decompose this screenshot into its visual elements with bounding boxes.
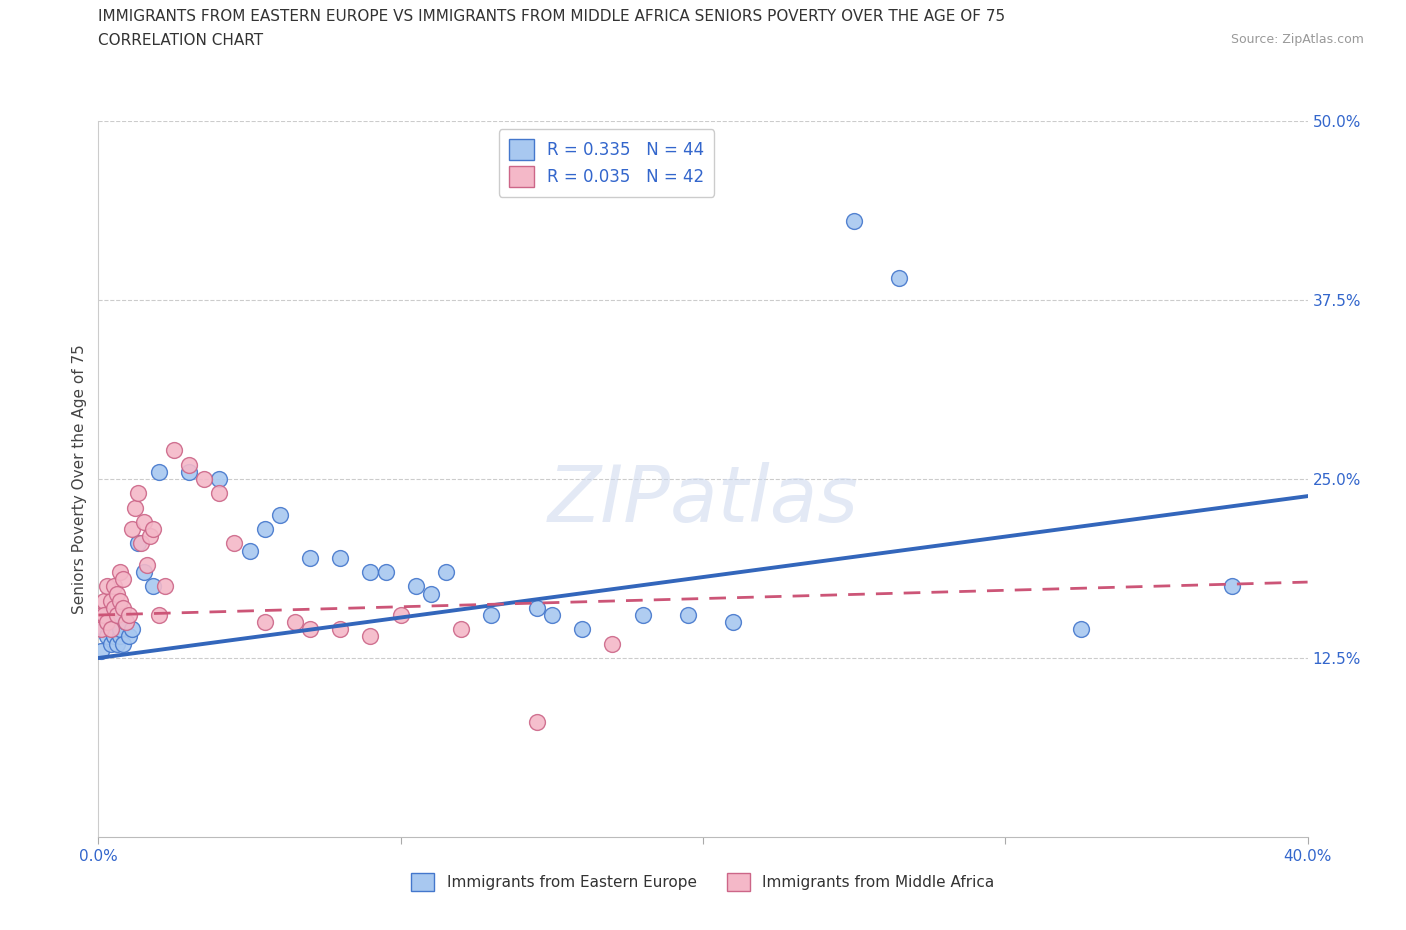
Point (253, 522, 276, 537)
Point (127, 536, 149, 551)
Point (108, 565, 131, 579)
Point (139, 529, 162, 544)
Point (374, 565, 396, 579)
Point (100, 593, 122, 608)
Point (124, 500, 146, 515)
Point (103, 578, 125, 594)
Point (142, 578, 165, 594)
Point (163, 443, 186, 458)
Point (329, 551, 352, 565)
Point (90, 644, 112, 658)
Point (100, 636, 122, 651)
Point (179, 464, 201, 479)
Point (127, 485, 149, 500)
Point (96, 578, 118, 594)
Point (96, 615, 118, 630)
Point (434, 565, 457, 579)
Point (93, 622, 115, 637)
Point (208, 472, 231, 486)
Point (299, 551, 322, 565)
Point (129, 536, 152, 551)
Point (105, 636, 128, 651)
Point (239, 543, 262, 558)
Text: Source: ZipAtlas.com: Source: ZipAtlas.com (1230, 33, 1364, 46)
Point (889, 271, 911, 286)
Point (93, 593, 115, 608)
Point (121, 622, 143, 637)
Point (602, 636, 624, 651)
Point (481, 607, 503, 622)
Point (93, 607, 115, 622)
Point (148, 464, 170, 479)
Point (103, 601, 125, 616)
Text: CORRELATION CHART: CORRELATION CHART (98, 33, 263, 47)
Point (1220, 578, 1243, 594)
Point (118, 607, 141, 622)
Point (405, 578, 427, 594)
Point (148, 607, 170, 622)
Point (103, 607, 125, 622)
Point (96, 615, 118, 630)
Point (420, 586, 443, 601)
Point (132, 514, 155, 529)
Point (105, 615, 128, 630)
Point (631, 607, 654, 622)
Point (526, 715, 548, 730)
Point (224, 536, 246, 551)
Point (389, 607, 412, 622)
Point (90, 622, 112, 637)
Text: ZIPatlas: ZIPatlas (547, 462, 859, 538)
Point (108, 629, 131, 644)
Point (571, 622, 593, 637)
Point (676, 607, 699, 622)
Point (108, 622, 131, 637)
Point (96, 629, 118, 644)
Point (90, 607, 112, 622)
Point (360, 629, 382, 644)
Point (93, 607, 115, 622)
Point (105, 586, 128, 601)
Y-axis label: Seniors Poverty Over the Age of 75: Seniors Poverty Over the Age of 75 (72, 344, 87, 614)
Point (108, 593, 131, 608)
Point (153, 578, 176, 594)
Point (269, 508, 291, 523)
Point (844, 214, 866, 229)
Point (253, 615, 276, 630)
Legend: Immigrants from Eastern Europe, Immigrants from Middle Africa: Immigrants from Eastern Europe, Immigran… (405, 867, 1001, 897)
Point (299, 622, 322, 637)
Point (135, 557, 157, 572)
Point (111, 572, 134, 587)
Point (111, 636, 134, 651)
Point (114, 615, 136, 630)
Point (284, 615, 307, 630)
Point (526, 601, 548, 616)
Text: IMMIGRANTS FROM EASTERN EUROPE VS IMMIGRANTS FROM MIDDLE AFRICA SENIORS POVERTY : IMMIGRANTS FROM EASTERN EUROPE VS IMMIGR… (98, 9, 1005, 24)
Point (121, 522, 143, 537)
Point (208, 485, 231, 500)
Point (1070, 622, 1092, 637)
Point (100, 622, 122, 637)
Point (329, 622, 352, 637)
Point (179, 458, 201, 472)
Point (103, 629, 125, 644)
Point (132, 565, 155, 579)
Point (450, 622, 472, 637)
Point (142, 522, 165, 537)
Point (114, 615, 136, 630)
Point (360, 565, 382, 579)
Point (193, 472, 215, 486)
Point (723, 615, 745, 630)
Point (118, 629, 141, 644)
Point (111, 601, 134, 616)
Point (540, 607, 562, 622)
Point (105, 607, 128, 622)
Point (100, 622, 122, 637)
